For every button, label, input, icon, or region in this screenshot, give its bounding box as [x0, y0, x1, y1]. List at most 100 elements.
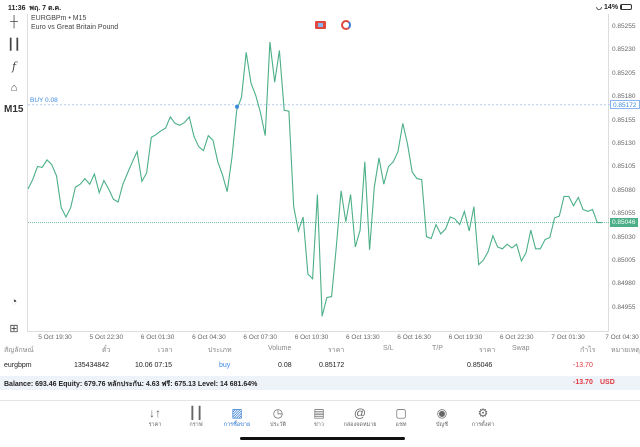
- nav-label: บัญชี: [436, 422, 448, 428]
- chart-area[interactable]: [27, 14, 609, 332]
- navigator-icon[interactable]: ◔: [10, 296, 18, 308]
- nav-history[interactable]: ◷ ประวัติ: [258, 405, 298, 429]
- status-battery: ◡ 14%: [596, 3, 632, 11]
- nav-label: กราฟ: [189, 422, 203, 428]
- cell-time: 10.06 07:15: [135, 362, 172, 369]
- price-tick: 0.85230: [612, 46, 636, 54]
- quotes-icon: ↓↑: [149, 406, 161, 420]
- cell-type: buy: [219, 362, 231, 369]
- buy-order-label: BUY 0.08: [30, 97, 58, 104]
- currency: USD: [600, 379, 615, 386]
- objects-icon[interactable]: ⌂: [10, 82, 18, 94]
- buy-entry-marker: [235, 104, 239, 109]
- nav-label: การซื้อขาย: [223, 422, 251, 428]
- nav-label: ประวัติ: [269, 422, 287, 428]
- price-tick: 0.85005: [612, 257, 636, 264]
- col-swap: Swap: [512, 345, 530, 352]
- current-price-tag: 0.85046: [610, 218, 638, 228]
- time-tick: 6 Oct 10:30: [294, 334, 329, 341]
- col-time: เวลา: [158, 347, 173, 354]
- price-tick: 0.84980: [612, 280, 636, 288]
- cell-open-price: 0.85172: [319, 362, 345, 369]
- nav-settings[interactable]: ⚙ การตั้งค่า: [463, 405, 503, 429]
- one-click-trading-icon[interactable]: [315, 21, 326, 29]
- col-sl: S/L: [383, 345, 394, 352]
- cell-ticket: 135434842: [74, 362, 110, 369]
- nav-label: แชท: [395, 422, 407, 428]
- nav-quotes[interactable]: ↓↑ ราคา: [135, 405, 175, 429]
- trade-icon: ▨: [231, 406, 243, 420]
- time-tick: 6 Oct 19:30: [448, 334, 483, 341]
- price-tick: 0.85130: [612, 140, 636, 147]
- time-tick: 5 Oct 19:30: [38, 334, 72, 341]
- buy-price-tag: 0.85172: [610, 100, 640, 110]
- col-tp: T/P: [432, 345, 443, 352]
- col-profit: กำไร: [580, 347, 596, 354]
- time-tick: 5 Oct 22:30: [89, 334, 124, 341]
- candles-icon[interactable]: ┃┃: [7, 39, 21, 51]
- bottom-nav: ↓↑ ราคา ┃┃ กราฟ ▨ การซื้อขาย ◷ ประวัติ ▤ ข่าว @ กล่…: [0, 405, 640, 435]
- table-row[interactable]: eurgbpm 135434842 10.06 07:15 buy 0.08 0…: [0, 362, 640, 374]
- settings-icon: ⚙: [477, 406, 489, 420]
- nav-label: ราคา: [148, 422, 162, 428]
- divider: [0, 400, 640, 401]
- col-comment: หมายเหตุ: [611, 347, 640, 354]
- price-tick: 0.85255: [612, 23, 636, 30]
- nav-account[interactable]: ◉ บัญชี: [422, 405, 462, 429]
- nav-chart[interactable]: ┃┃ กราฟ: [176, 405, 216, 429]
- price-tick: 0.84955: [612, 303, 636, 311]
- status-time: 11:36 พฤ. 7 ต.ค.: [8, 5, 62, 12]
- nav-mailbox[interactable]: @ กล่องจดหมาย: [340, 405, 380, 429]
- wifi-icon: ◡: [595, 4, 603, 11]
- total-profit: -13.70: [573, 379, 593, 386]
- chat-icon: ▢: [395, 406, 407, 420]
- time-tick: 7 Oct 04:30: [605, 334, 639, 341]
- chart-symbol: EURGBPm • M15: [31, 15, 87, 22]
- function-icon[interactable]: f: [11, 60, 17, 73]
- home-indicator[interactable]: [240, 437, 405, 440]
- cell-price: 0.85046: [467, 362, 493, 369]
- time-tick: 6 Oct 01:30: [140, 334, 175, 341]
- history-icon: ◷: [272, 406, 284, 420]
- table-header: สัญลักษณ์ ตั๋ว เวลา ประเภท Volume ราคา S…: [0, 345, 640, 357]
- status-bar: 11:36 พฤ. 7 ต.ค. ◡ 14%: [0, 0, 640, 14]
- balance-row: Balance: 693.46 Equity: 679.76 หลักประกั…: [0, 376, 640, 390]
- time-tick: 6 Oct 22:30: [499, 334, 534, 341]
- col-ticket: ตั๋ว: [102, 347, 111, 354]
- nav-news[interactable]: ▤ ข่าว: [299, 405, 339, 429]
- battery-icon: [620, 4, 632, 11]
- new-order-icon[interactable]: ⊞: [9, 323, 19, 335]
- time-tick: 7 Oct 01:30: [551, 334, 585, 341]
- time-tick: 6 Oct 16:30: [397, 334, 431, 341]
- cell-profit: -13.70: [573, 362, 593, 369]
- time-tick: 6 Oct 07:30: [243, 334, 277, 341]
- cell-symbol: eurgbpm: [4, 362, 32, 369]
- account-icon: ◉: [436, 406, 448, 420]
- time-tick: 6 Oct 04:30: [192, 334, 226, 341]
- chart-icon: ┃┃: [188, 406, 204, 420]
- balance-summary: Balance: 693.46 Equity: 679.76 หลักประกั…: [4, 381, 258, 388]
- trade-levels-icon[interactable]: [341, 20, 351, 30]
- price-tick: 0.85155: [612, 116, 636, 124]
- nav-label: กล่องจดหมาย: [343, 422, 377, 428]
- time-tick: 6 Oct 13:30: [345, 334, 380, 341]
- nav-label: ข่าว: [314, 422, 324, 428]
- col-type: ประเภท: [208, 347, 232, 354]
- nav-chat[interactable]: ▢ แชท: [381, 405, 421, 429]
- crosshair-icon[interactable]: ┼: [10, 16, 18, 28]
- cell-volume: 0.08: [278, 362, 292, 369]
- price-tick: 0.85180: [612, 93, 636, 101]
- price-tick: 0.85030: [612, 233, 636, 241]
- price-tick: 0.85080: [612, 186, 636, 194]
- price-tick: 0.85205: [612, 69, 636, 77]
- news-icon: ▤: [313, 406, 325, 420]
- col-open-price: ราคา: [328, 347, 345, 354]
- col-price: ราคา: [479, 347, 496, 354]
- col-symbol: สัญลักษณ์: [4, 347, 34, 354]
- nav-label: การตั้งค่า: [471, 422, 495, 428]
- timeframe-button[interactable]: M15: [4, 104, 24, 115]
- nav-trade[interactable]: ▨ การซื้อขาย: [217, 405, 257, 429]
- chart-description: Euro vs Great Britain Pound: [31, 24, 119, 31]
- price-line: [27, 41, 602, 317]
